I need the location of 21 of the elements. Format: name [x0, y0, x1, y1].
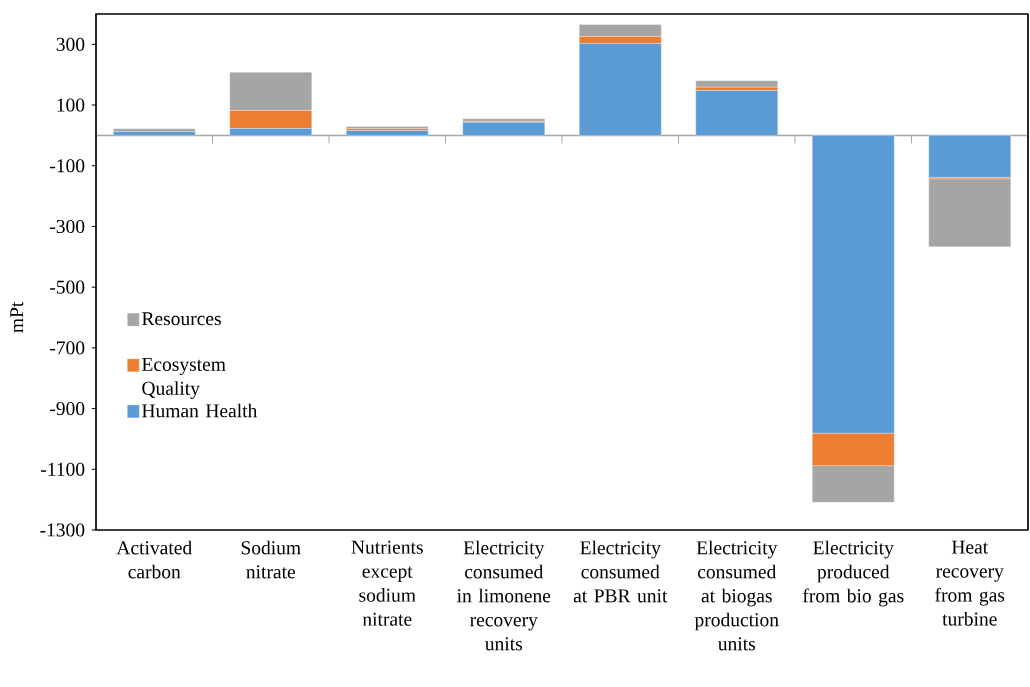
y-tick-label: -300 [50, 219, 85, 234]
y-tick-label: 100 [57, 98, 85, 112]
legend-label: Resources [142, 312, 221, 326]
y-tick-label: 300 [56, 37, 85, 51]
y-tick-label: -700 [50, 341, 85, 355]
x-tick-label: Sodium nitrate [241, 540, 301, 579]
x-tick-label: Electricity consumed in limonene recovery units [457, 540, 551, 651]
x-tick-label: Nutrients except sodium nitrate [351, 540, 423, 626]
y-axis-title: mPt [10, 301, 24, 333]
y-tick-label: -100 [50, 159, 85, 173]
y-tick-label: -500 [50, 280, 85, 294]
x-tick-label: Electricity produced from bio gas [802, 540, 904, 607]
y-tick-label: -900 [50, 401, 85, 416]
y-tick-label: -1100 [41, 462, 85, 476]
x-tick-label: Activated carbon [116, 540, 192, 579]
x-tick-label: Heat recovery from gas turbine [935, 540, 1005, 626]
x-tick-label: Electricity consumed at biogas production units [694, 540, 779, 651]
y-tick-label: -1300 [40, 523, 85, 537]
legend-label: Ecosystem Quality [142, 357, 226, 399]
legend-label: Human Health [142, 403, 258, 418]
x-tick-label: Electricity consumed at PBR unit [573, 540, 668, 603]
